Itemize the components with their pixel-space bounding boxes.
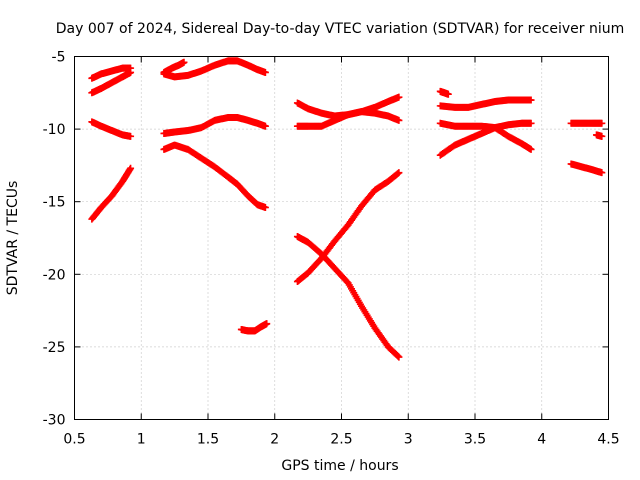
series-arc-18 xyxy=(567,119,606,127)
data-point xyxy=(395,169,403,177)
y-tick-labels: -30 -25 -20 -15 -10 -5 xyxy=(43,50,66,429)
data-point xyxy=(261,68,269,76)
x-axis-label: GPS time / hours xyxy=(281,458,398,474)
series-arc-04 xyxy=(88,164,135,223)
series-arc-12 xyxy=(293,233,403,361)
grid-layer xyxy=(74,56,609,420)
series-arc-02 xyxy=(88,68,135,97)
data-point xyxy=(127,68,135,76)
series-arc-03 xyxy=(88,118,135,140)
series-arc-06 xyxy=(160,57,269,81)
y-tick-label: -20 xyxy=(43,267,66,283)
y-tick-label: -10 xyxy=(43,122,66,138)
data-point xyxy=(127,164,135,172)
data-point xyxy=(444,90,452,98)
data-point xyxy=(598,169,606,177)
x-tick-labels: 0.5 1 1.5 2 2.5 3 3.5 4 4.5 xyxy=(63,432,619,448)
x-tick-label: 3.5 xyxy=(464,432,486,448)
data-point xyxy=(261,204,269,212)
data-point xyxy=(527,96,535,104)
series-arc-08 xyxy=(160,141,269,212)
x-tick-label: 3 xyxy=(404,432,413,448)
series-arc-15 xyxy=(436,96,535,111)
series-arc-13 xyxy=(293,169,403,286)
y-tick-label: -15 xyxy=(43,195,66,211)
y-axis-label: SDTVAR / TECUs xyxy=(5,181,21,296)
data-point xyxy=(261,122,269,130)
x-tick-label: 4.5 xyxy=(597,432,619,448)
x-tick-label: 2 xyxy=(270,432,279,448)
series-arc-19 xyxy=(567,160,606,177)
series-arc-14 xyxy=(436,87,452,98)
data-point xyxy=(598,119,606,127)
x-tick-label: 1.5 xyxy=(197,432,219,448)
data-point xyxy=(395,93,403,101)
data-point xyxy=(395,116,403,124)
plot-frame xyxy=(74,56,609,420)
data-point xyxy=(527,145,535,153)
y-tick-label: -25 xyxy=(43,340,66,356)
y-tick-label: -30 xyxy=(43,413,66,429)
data-point xyxy=(598,132,606,140)
series-arc-09 xyxy=(237,320,271,335)
data-point xyxy=(180,58,188,66)
series-arc-07 xyxy=(160,113,269,137)
series-arc-17 xyxy=(436,119,535,159)
series-arc-20 xyxy=(592,131,606,140)
data-point xyxy=(395,353,403,361)
series-arc-01 xyxy=(88,64,135,82)
data-point xyxy=(394,352,402,360)
data-point xyxy=(527,119,535,127)
chart-title: Day 007 of 2024, Sidereal Day-to-day VTE… xyxy=(56,21,625,37)
x-tick-label: 2.5 xyxy=(330,432,352,448)
data-point xyxy=(263,320,271,328)
x-tick-label: 0.5 xyxy=(63,432,85,448)
data-points xyxy=(88,57,606,361)
x-tick-label: 1 xyxy=(137,432,146,448)
series-arc-11 xyxy=(293,108,403,130)
x-tick-label: 4 xyxy=(537,432,546,448)
data-point xyxy=(127,132,135,140)
y-tick-label: -5 xyxy=(52,50,66,66)
